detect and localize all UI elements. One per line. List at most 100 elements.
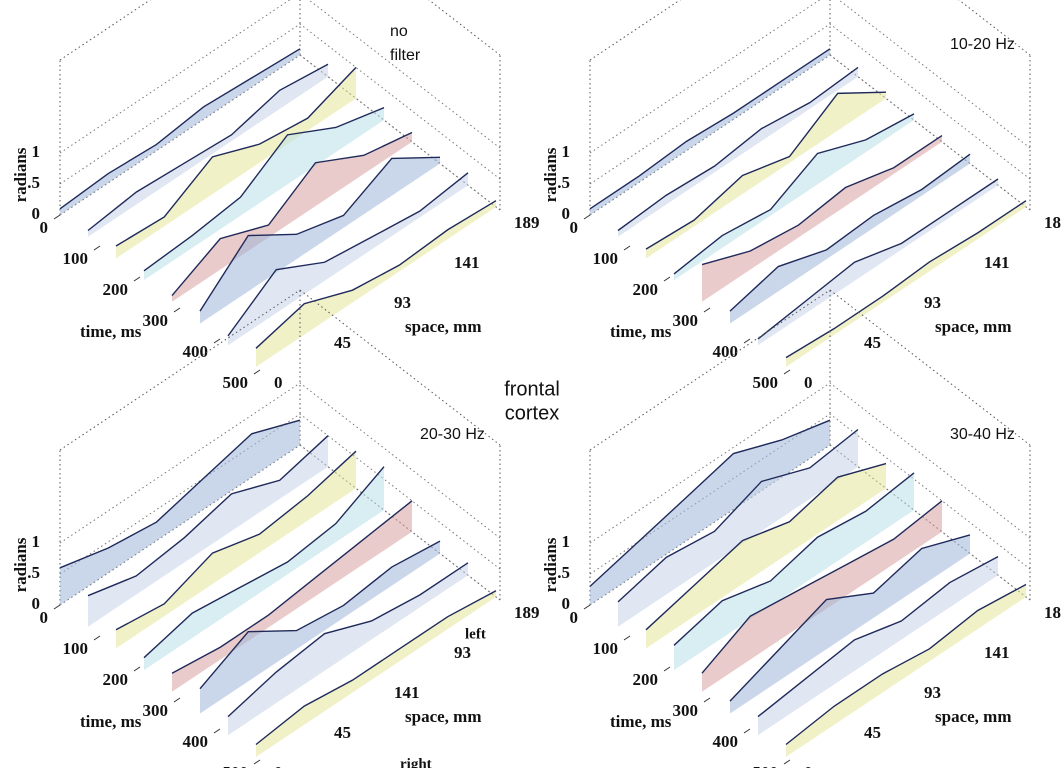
surface-ribbon: [144, 466, 384, 671]
x-tick: [663, 666, 671, 672]
y-axis-label: space, mm: [935, 707, 1011, 726]
x-tick-label: 500: [753, 373, 779, 392]
y-tick-label: 189: [1044, 603, 1061, 622]
z-tick-label: 0: [562, 204, 571, 223]
x-tick-label: 400: [183, 342, 209, 361]
x-axis-label: time, ms: [610, 322, 672, 341]
surface-line: [645, 462, 887, 631]
y-tick-label: 93: [454, 643, 471, 662]
x-tick: [133, 276, 141, 282]
x-tick-label: 0: [40, 218, 49, 237]
surface-line: [589, 48, 831, 210]
caption: cortex: [505, 402, 559, 424]
x-tick: [583, 604, 591, 610]
surface-line: [701, 500, 943, 674]
caption: frontal: [504, 378, 560, 400]
surface-ribbon: [786, 200, 1026, 367]
z-tick-label: 1: [562, 142, 571, 161]
surface-ribbon: [730, 534, 970, 714]
surface-ribbon: [256, 590, 496, 757]
x-tick-label: 100: [63, 639, 89, 658]
y-tick-label: 45: [334, 333, 351, 352]
x-tick: [173, 697, 181, 703]
surface-line: [757, 178, 999, 340]
z-tick-label: 1: [32, 142, 41, 161]
surface-line: [673, 113, 915, 275]
y-tick-label: 45: [864, 723, 881, 742]
x-tick: [253, 759, 261, 765]
surface-ribbon: [228, 172, 468, 346]
surface-ribbon: [144, 107, 384, 281]
x-tick-label: 400: [713, 342, 739, 361]
box-edge: [299, 289, 501, 446]
x-tick: [783, 369, 791, 375]
z-tick-label: .5: [557, 173, 570, 192]
surface-ribbon: [786, 584, 1026, 757]
surface-ribbon: [116, 451, 356, 649]
x-tick-label: 0: [570, 608, 579, 627]
x-tick: [53, 214, 61, 220]
surface-ribbon: [200, 157, 440, 324]
surface-ribbon: [590, 48, 830, 215]
surface-line: [143, 466, 385, 659]
panel-title: 10-20 Hz: [950, 36, 1015, 53]
box-edge: [829, 289, 1031, 446]
x-tick-label: 400: [713, 732, 739, 751]
grid-line: [589, 382, 1031, 544]
surface-ribbon: [88, 64, 328, 237]
y-tick-label: 141: [984, 253, 1010, 272]
surface-ribbon: [590, 420, 830, 605]
x-tick-label: 0: [570, 218, 579, 237]
x-tick: [213, 728, 221, 734]
x-tick-label: 300: [143, 311, 169, 330]
surface-line: [171, 131, 413, 297]
x-tick-label: 100: [63, 249, 89, 268]
z-tick-label: 1: [562, 532, 571, 551]
surface-line: [59, 419, 301, 569]
surface-line: [115, 66, 357, 247]
y-tick-label: 45: [864, 333, 881, 352]
surface-ribbon: [758, 179, 998, 346]
z-tick-label: 0: [32, 594, 41, 613]
x-tick-label: 0: [40, 608, 49, 627]
z-axis-label: radians: [11, 537, 30, 592]
grid-line: [59, 382, 501, 544]
surface-line: [59, 48, 301, 210]
x-tick-label: 300: [143, 701, 169, 720]
surface-line: [255, 200, 497, 349]
surface-line: [729, 153, 971, 312]
z-tick-label: 0: [32, 204, 41, 223]
surface-line: [115, 450, 357, 631]
surface-line: [757, 555, 999, 718]
y-tick-label: 189: [1044, 213, 1061, 232]
x-axis-label: time, ms: [80, 712, 142, 731]
surface-line: [227, 562, 469, 718]
z-tick-label: .5: [27, 563, 40, 582]
surface-ribbon: [200, 541, 440, 714]
x-tick: [173, 307, 181, 313]
x-axis-label: time, ms: [610, 712, 672, 731]
panel: 0.51radians010020030040050004593141189ti…: [541, 289, 1061, 768]
surface-line: [701, 135, 943, 266]
x-axis-label: time, ms: [80, 322, 142, 341]
surface-line: [87, 63, 329, 232]
y-tick-label: 141: [984, 643, 1010, 662]
surface-line: [785, 583, 1027, 746]
surface-ribbon: [256, 200, 496, 367]
x-tick: [663, 276, 671, 282]
y-axis-label: space, mm: [935, 317, 1011, 336]
y-tick-label: 0: [274, 763, 283, 768]
x-tick: [783, 759, 791, 765]
surface-line: [143, 107, 385, 272]
annotation: right: [400, 756, 432, 768]
panel: 0.51radians010020030040050004514193189ti…: [11, 289, 540, 768]
y-tick-label: 45: [334, 723, 351, 742]
panel-title: 30-40 Hz: [950, 426, 1015, 443]
surface-line: [645, 91, 887, 250]
surface-ribbon: [618, 429, 858, 627]
surface-ribbon: [674, 472, 914, 671]
surface-line: [785, 200, 1027, 359]
x-tick-label: 200: [633, 280, 659, 299]
z-tick-label: .5: [557, 563, 570, 582]
